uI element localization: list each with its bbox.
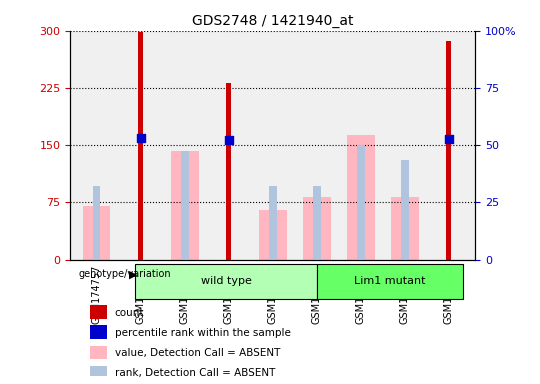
Point	[444, 136, 453, 142]
Point	[224, 137, 233, 143]
Bar	[181, 151, 188, 260]
Point	[136, 134, 145, 141]
Bar	[91, 305, 107, 319]
Text: genotype/variation: genotype/variation	[78, 269, 171, 279]
Text: percentile rank within the sample: percentile rank within the sample	[114, 328, 291, 338]
Bar	[303, 197, 330, 260]
Bar	[357, 145, 364, 260]
Bar	[269, 186, 276, 260]
Bar	[91, 325, 107, 339]
Bar	[138, 32, 143, 260]
Title: GDS2748 / 1421940_at: GDS2748 / 1421940_at	[192, 14, 354, 28]
Text: count: count	[114, 308, 144, 318]
Bar	[171, 151, 199, 260]
Bar	[446, 41, 451, 260]
Text: value, Detection Call = ABSENT: value, Detection Call = ABSENT	[114, 348, 280, 358]
Text: rank, Detection Call = ABSENT: rank, Detection Call = ABSENT	[114, 368, 275, 378]
Bar	[391, 197, 418, 260]
Bar	[91, 366, 107, 379]
FancyBboxPatch shape	[318, 264, 463, 299]
Bar	[83, 206, 111, 260]
Bar	[93, 186, 100, 260]
Bar	[313, 186, 321, 260]
Bar	[226, 83, 231, 260]
Text: ▶: ▶	[129, 269, 137, 279]
FancyBboxPatch shape	[135, 264, 318, 299]
Text: wild type: wild type	[201, 276, 252, 286]
Bar	[347, 135, 375, 260]
Text: Lim1 mutant: Lim1 mutant	[354, 276, 426, 286]
Bar	[259, 210, 287, 260]
Bar	[401, 161, 409, 260]
Bar	[91, 346, 107, 359]
